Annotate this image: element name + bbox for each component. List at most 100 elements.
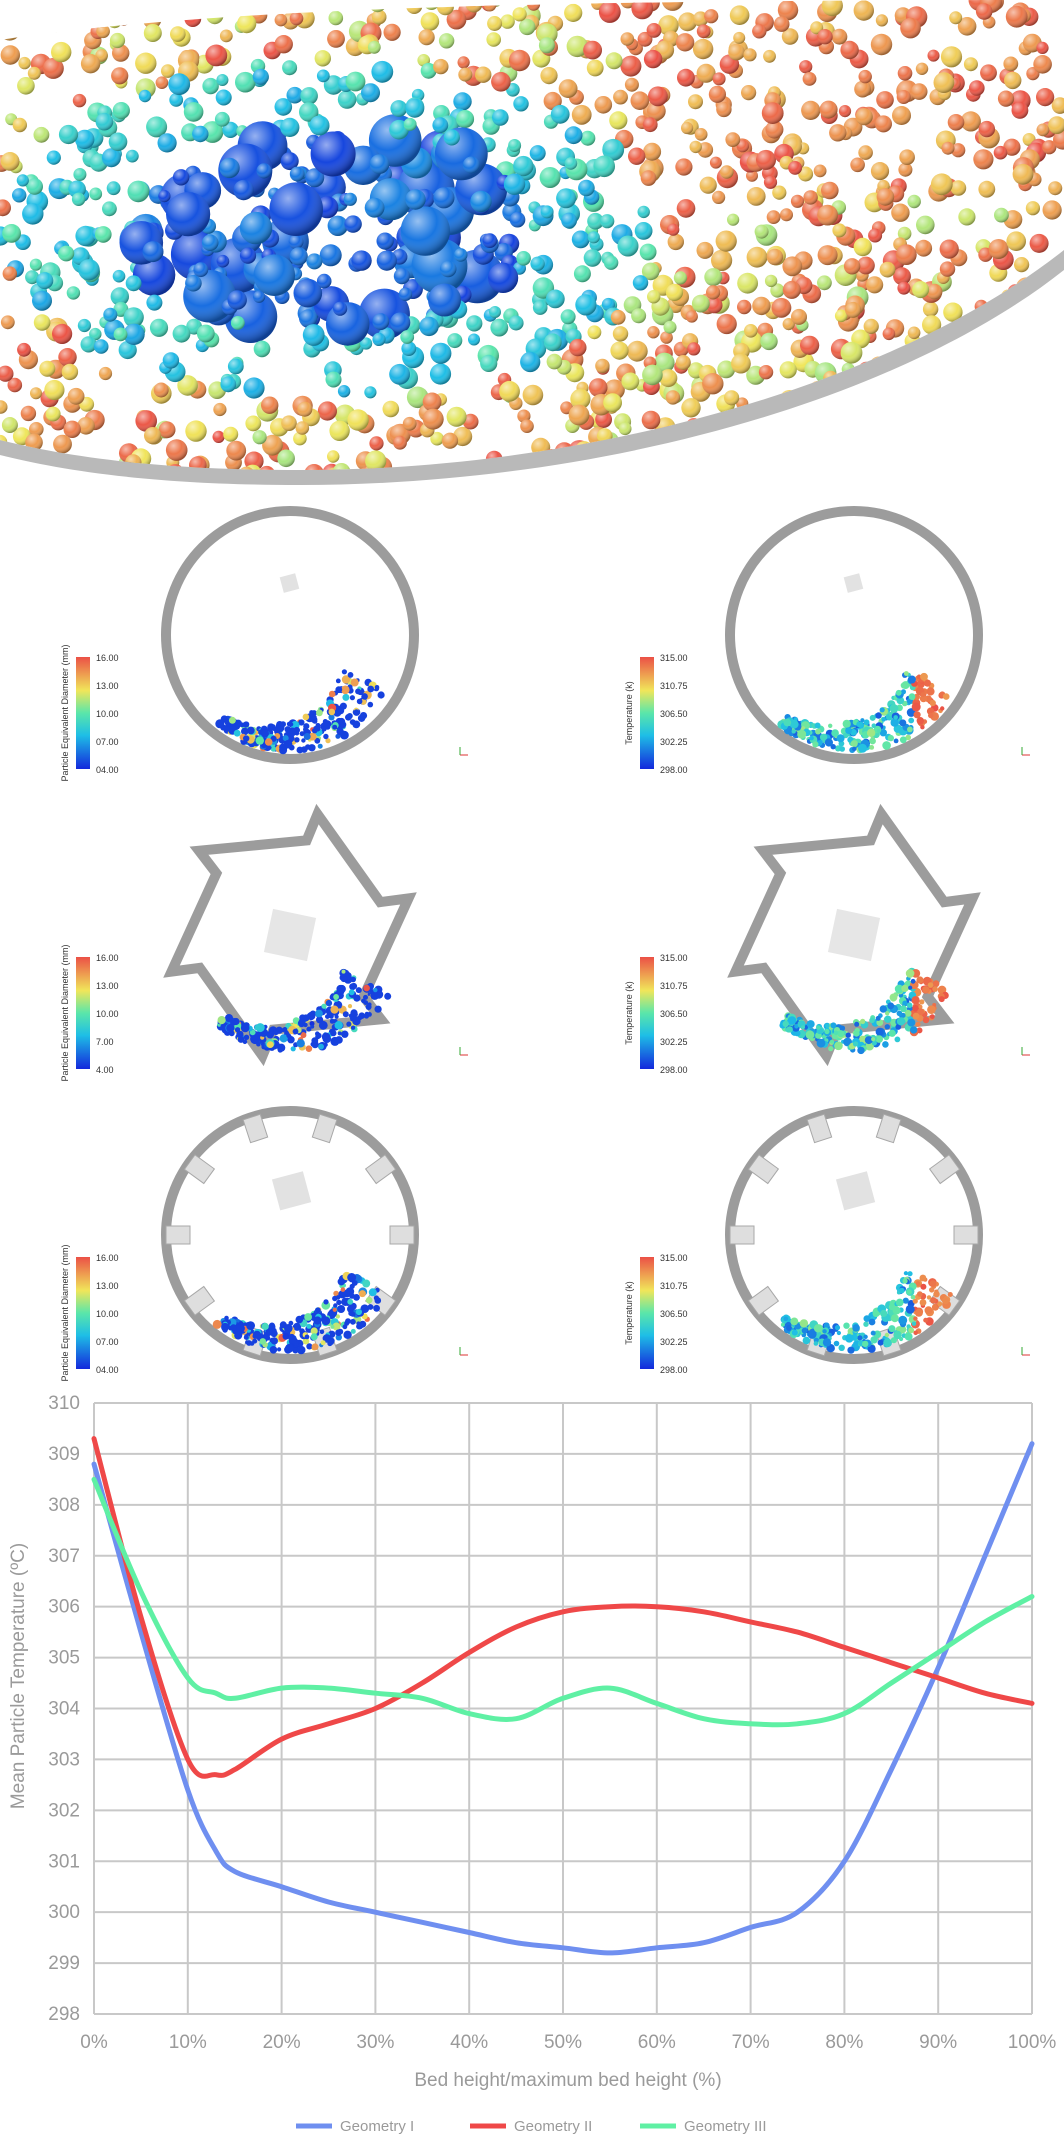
particle <box>277 1347 282 1352</box>
particle-shading <box>302 324 325 346</box>
color-scale-tick: 04.00 <box>96 1365 119 1375</box>
particle <box>905 1304 915 1314</box>
particle <box>944 447 966 470</box>
particle-shading <box>1024 395 1040 412</box>
particle <box>896 1017 906 1026</box>
particle <box>742 461 761 470</box>
particle-shading <box>369 436 384 451</box>
particle <box>839 1025 846 1031</box>
particle <box>913 693 920 701</box>
particle <box>267 724 273 729</box>
particle <box>913 1330 918 1336</box>
particle-shading <box>929 415 944 430</box>
particle-shading <box>77 417 95 435</box>
particle-shading <box>470 190 492 213</box>
particle-shading <box>443 129 460 146</box>
x-tick-label: 80% <box>825 2032 863 2053</box>
particle-shading <box>75 129 95 150</box>
particle-shading <box>598 1 621 23</box>
particle <box>340 975 348 983</box>
particle-shading <box>202 77 219 95</box>
particles <box>0 0 1064 485</box>
particle-shading <box>428 283 461 317</box>
particle-shading <box>16 174 29 187</box>
particle-shading <box>617 235 639 257</box>
particle <box>935 408 956 429</box>
particle-shading <box>453 248 468 262</box>
series-line-2 <box>91 1436 1035 1779</box>
particle <box>834 1325 841 1331</box>
particle <box>866 430 885 449</box>
particle <box>859 435 877 454</box>
drum-panel: 315.00 310.75 306.50 302.25 298.00 Temperatur… <box>624 1106 1030 1375</box>
particle <box>981 395 1000 415</box>
particle-shading <box>950 380 966 396</box>
particle-shading <box>185 420 207 442</box>
particle-shading <box>702 373 724 395</box>
particle-shading <box>1025 201 1040 216</box>
particle <box>1033 422 1049 437</box>
particle-shading <box>209 0 223 11</box>
particle-shading <box>983 360 996 374</box>
particle-shading <box>980 64 997 82</box>
particle-shading <box>685 310 698 323</box>
particle <box>273 1029 279 1036</box>
particle <box>919 1299 927 1306</box>
particle-shading <box>297 401 313 417</box>
particle <box>824 1028 830 1035</box>
particle <box>302 1014 310 1022</box>
particle <box>289 1336 297 1344</box>
particle <box>918 1004 923 1009</box>
particle-shading <box>639 243 657 261</box>
particle-shading <box>897 66 913 81</box>
particle <box>355 688 361 695</box>
particle-shading <box>293 278 323 308</box>
particle <box>243 721 250 728</box>
particle <box>866 728 876 737</box>
particle-shading <box>253 254 296 296</box>
particle-shading <box>620 55 642 77</box>
particle-shading <box>943 302 963 322</box>
color-scale-title: Temperature (k) <box>624 981 634 1045</box>
particle <box>1021 454 1041 470</box>
particle <box>0 19 21 41</box>
particle-shading <box>2 266 17 281</box>
particle-shading <box>583 40 602 60</box>
particle <box>336 727 344 736</box>
particle <box>337 1305 346 1313</box>
particle-shading <box>980 351 995 366</box>
particle <box>255 736 264 745</box>
particle-shading <box>299 309 318 328</box>
particle-shading <box>462 413 479 430</box>
particle <box>361 693 368 700</box>
particle <box>928 712 934 719</box>
particle-shading <box>897 226 912 241</box>
lifter <box>311 1113 338 1144</box>
particle-shading <box>588 378 608 397</box>
particle-shading <box>123 323 145 345</box>
particle-shading <box>899 149 915 165</box>
particle-shading <box>26 178 43 195</box>
particle-shading <box>676 199 696 218</box>
particle <box>773 473 787 485</box>
particle-shading <box>1031 330 1053 353</box>
particle-shading <box>103 307 118 322</box>
particle <box>890 1314 899 1323</box>
particle <box>845 1032 851 1038</box>
particle-shading <box>112 102 130 120</box>
particle <box>965 343 985 363</box>
particle <box>871 723 877 728</box>
particle-shading <box>158 190 171 203</box>
particle-shading <box>230 316 245 330</box>
particle-shading <box>754 224 769 239</box>
particle-shading <box>327 450 340 463</box>
particle <box>881 717 886 722</box>
particle-shading <box>486 32 502 47</box>
particle <box>833 1030 839 1036</box>
particle-shading <box>1012 321 1034 343</box>
particle-shading <box>737 272 758 294</box>
particle-shading <box>269 182 324 236</box>
particle-shading <box>691 294 710 313</box>
particle-shading <box>730 426 746 442</box>
particle-shading <box>1038 368 1052 382</box>
